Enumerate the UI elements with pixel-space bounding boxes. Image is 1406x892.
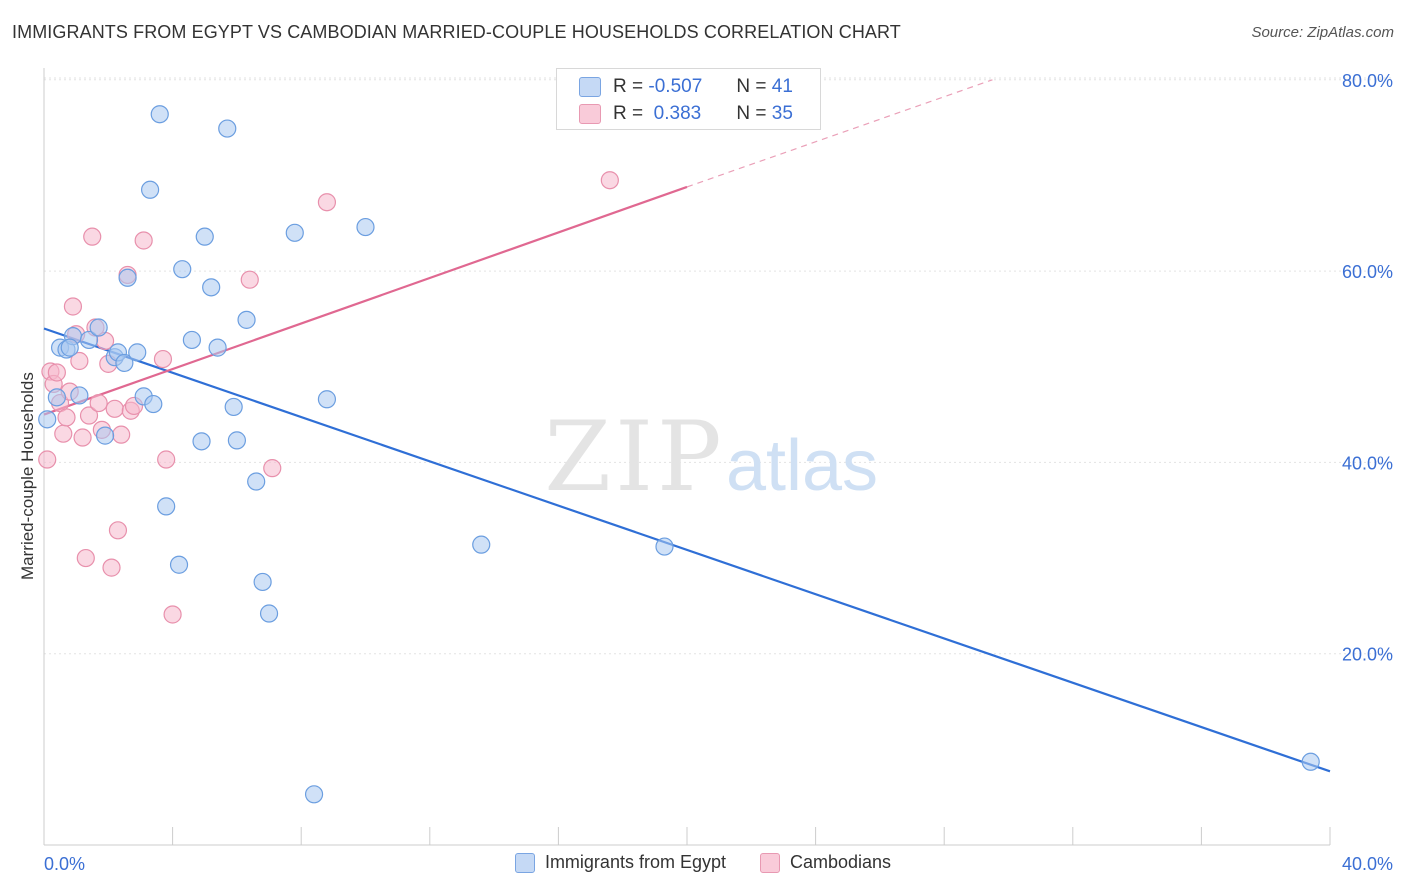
point-cambodians	[108, 521, 128, 540]
watermark: ZIP atlas	[544, 401, 878, 513]
point-egypt	[202, 278, 221, 297]
point-egypt	[79, 330, 99, 350]
point-egypt	[247, 472, 266, 491]
source-label: Source: ZipAtlas.com	[1251, 24, 1394, 41]
trend-line-cambodians-extension	[686, 79, 993, 188]
legend-n-label: N =	[736, 76, 767, 97]
y-tick-label: 20.0%	[1342, 645, 1393, 665]
chart-title: IMMIGRANTS FROM EGYPT VS CAMBODIAN MARRI…	[12, 22, 901, 42]
legend-n-value: 41	[771, 76, 793, 97]
point-egypt	[95, 426, 115, 445]
legend-r-value: -0.507	[648, 76, 703, 97]
point-egypt	[115, 353, 134, 373]
point-egypt	[144, 394, 163, 414]
point-egypt	[169, 555, 189, 574]
point-egypt	[1301, 752, 1320, 771]
legend-swatch-egypt	[514, 852, 535, 873]
point-cambodians	[76, 548, 95, 568]
legend-item-cambodians: Cambodians	[759, 852, 892, 873]
point-egypt	[140, 180, 160, 199]
point-egypt	[317, 390, 337, 409]
point-egypt	[157, 497, 176, 516]
point-egypt	[259, 604, 279, 623]
point-cambodians	[134, 231, 153, 250]
point-egypt	[128, 343, 147, 362]
gridlines	[44, 77, 1392, 655]
point-egypt	[89, 318, 108, 337]
point-cambodians	[89, 393, 108, 413]
point-cambodians	[163, 605, 182, 624]
point-egypt	[192, 432, 211, 451]
point-egypt	[60, 338, 79, 357]
point-egypt	[655, 537, 674, 556]
point-cambodians	[317, 193, 337, 212]
point-cambodians	[105, 399, 124, 418]
series-legend: Immigrants from Egypt Cambodians	[0, 852, 1406, 873]
legend-label-cambodians: Cambodians	[789, 852, 892, 872]
point-egypt	[285, 223, 304, 242]
point-egypt	[227, 431, 246, 450]
point-egypt	[118, 268, 137, 287]
point-egypt	[304, 785, 324, 804]
data-points	[38, 105, 1320, 804]
x-tick-label: 0.0%	[44, 854, 85, 874]
point-cambodians	[54, 424, 73, 443]
trend-line-egypt	[43, 327, 1331, 773]
point-egypt	[150, 105, 169, 124]
point-egypt	[182, 330, 201, 350]
point-egypt	[356, 217, 375, 237]
legend-r-label: R =	[613, 76, 644, 97]
tick-labels: 20.0% 40.0% 60.0% 80.0% 0.0% 40.0%	[44, 71, 1393, 874]
point-cambodians	[112, 425, 131, 444]
legend-item-egypt: Immigrants from Egypt	[514, 852, 726, 873]
legend-n-label: N =	[736, 103, 767, 124]
point-egypt	[38, 410, 57, 429]
point-egypt	[173, 260, 192, 279]
point-cambodians	[153, 349, 173, 369]
legend-r-label: R =	[613, 103, 644, 124]
point-cambodians	[73, 428, 92, 447]
point-cambodians	[263, 459, 282, 478]
y-tick-label: 60.0%	[1342, 262, 1393, 282]
trend-line-cambodians	[43, 185, 688, 416]
point-cambodians	[57, 408, 76, 427]
point-egypt	[253, 572, 272, 592]
point-cambodians	[38, 450, 57, 469]
point-egypt	[208, 338, 227, 357]
point-cambodians	[63, 297, 83, 316]
point-cambodians	[83, 227, 102, 246]
watermark-atlas: atlas	[726, 426, 878, 506]
stats-legend: R = -0.507 N = 41 R = 0.383 N = 35	[556, 68, 821, 130]
point-egypt	[224, 397, 243, 417]
legend-label-egypt: Immigrants from Egypt	[544, 852, 726, 872]
x-tick-label: 40.0%	[1342, 854, 1393, 874]
legend-r-value: 0.383	[648, 103, 702, 124]
point-cambodians	[70, 351, 89, 371]
legend-swatch-egypt	[579, 77, 601, 97]
legend-n-value: 35	[771, 103, 793, 124]
point-cambodians	[600, 171, 619, 190]
point-cambodians	[47, 363, 66, 382]
y-axis-label: Married-couple Households	[18, 372, 37, 580]
legend-row-egypt: R = -0.507 N = 41	[579, 75, 793, 99]
point-cambodians	[102, 558, 121, 577]
legend-row-cambodians: R = 0.383 N = 35	[579, 102, 793, 126]
point-egypt	[237, 310, 256, 329]
legend-swatch-cambodians	[759, 852, 780, 873]
legend-swatch-cambodians	[579, 104, 601, 124]
point-cambodians	[79, 406, 99, 425]
point-egypt	[218, 119, 237, 138]
point-egypt	[472, 535, 491, 554]
point-egypt	[47, 388, 66, 407]
point-egypt	[70, 386, 89, 405]
watermark-zip: ZIP	[544, 401, 725, 513]
point-cambodians	[157, 450, 176, 469]
y-tick-label: 80.0%	[1342, 71, 1393, 91]
point-cambodians	[240, 270, 259, 289]
y-tick-label: 40.0%	[1342, 453, 1393, 473]
trend-lines	[43, 79, 1331, 773]
point-egypt	[195, 227, 214, 246]
